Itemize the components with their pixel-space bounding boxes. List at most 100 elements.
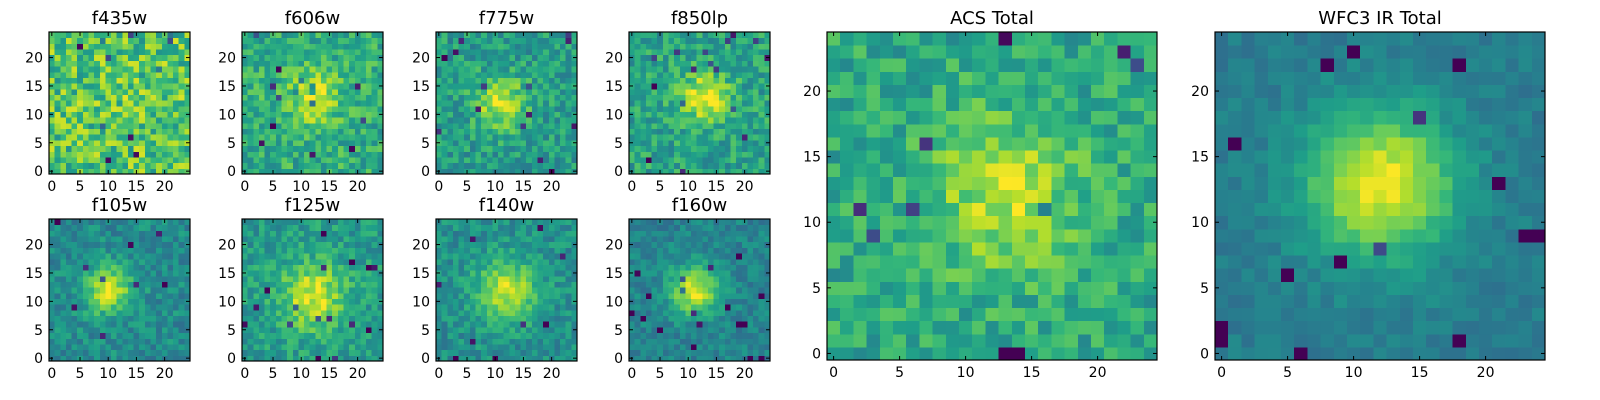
heatmap-cell <box>674 94 681 101</box>
heatmap-cell <box>65 37 73 44</box>
heatmap-cell <box>122 100 129 107</box>
heatmap-cell <box>736 32 743 39</box>
heatmap-cell <box>122 230 129 237</box>
heatmap-cell <box>150 287 157 294</box>
heatmap-cell <box>343 332 350 339</box>
heatmap-cell <box>657 49 664 56</box>
heatmap-cell <box>94 287 101 294</box>
heatmap-cell <box>139 355 146 362</box>
heatmap-cell <box>161 54 168 61</box>
heatmap-cell <box>571 162 578 169</box>
heatmap-cell <box>503 94 510 101</box>
heatmap-cell <box>724 77 732 84</box>
heatmap-cell <box>94 105 101 113</box>
heatmap-cell <box>122 77 129 84</box>
heatmap-cell <box>447 162 454 169</box>
heatmap-cell <box>354 258 361 265</box>
heatmap-cell <box>270 156 277 164</box>
heatmap-cell <box>702 332 709 339</box>
heatmap-cell <box>764 145 771 152</box>
heatmap-cell <box>71 49 78 56</box>
heatmap-cell <box>741 349 748 356</box>
heatmap-cell <box>173 355 180 362</box>
heatmap-cell <box>486 122 493 130</box>
heatmap-cell <box>127 37 135 44</box>
heatmap-cell <box>691 128 698 135</box>
heatmap-cell <box>77 287 84 294</box>
heatmap-cell <box>469 298 476 305</box>
heatmap-cell <box>696 100 703 107</box>
heatmap-cell <box>436 66 443 73</box>
heatmap-cell <box>526 111 533 118</box>
heatmap-cell <box>503 151 510 158</box>
heatmap-cell <box>764 43 771 50</box>
heatmap-cell <box>292 32 299 39</box>
heatmap-cell <box>111 37 118 44</box>
heatmap-cell <box>167 151 174 158</box>
heatmap-cell <box>366 332 373 339</box>
heatmap-cell <box>560 253 567 260</box>
heatmap-cell <box>337 253 345 260</box>
heatmap-cell <box>349 128 356 135</box>
heatmap-cell <box>514 247 522 254</box>
heatmap-cell <box>105 134 112 141</box>
heatmap-cell <box>304 298 311 305</box>
heatmap-cell <box>730 117 737 124</box>
heatmap-cell <box>54 134 61 141</box>
heatmap-cell <box>436 122 443 130</box>
heatmap-cell <box>571 224 578 231</box>
heatmap-cell <box>730 355 737 362</box>
heatmap-cell <box>464 304 471 311</box>
heatmap-cell <box>320 253 328 260</box>
heatmap-cell <box>178 219 185 226</box>
y-tick-label: 15 <box>218 266 236 282</box>
heatmap-cell <box>258 37 266 44</box>
heatmap-cell <box>65 122 73 130</box>
heatmap-cell <box>111 71 118 78</box>
heatmap-cell <box>247 43 254 50</box>
heatmap-cell <box>304 236 311 243</box>
heatmap-cell <box>679 32 686 39</box>
heatmap-cell <box>724 37 732 44</box>
heatmap-cell <box>475 105 482 113</box>
heatmap-cell <box>758 32 765 39</box>
heatmap-cell <box>360 298 367 305</box>
heatmap-cell <box>634 88 641 95</box>
heatmap-cell <box>526 100 533 107</box>
heatmap-cell <box>264 258 271 265</box>
heatmap-cell <box>537 332 544 339</box>
heatmap-cell <box>354 304 361 311</box>
heatmap-cell <box>707 145 715 152</box>
heatmap-cell <box>730 332 737 339</box>
heatmap-cell <box>161 94 168 101</box>
heatmap-cell <box>548 241 555 248</box>
heatmap-cell <box>565 275 572 282</box>
heatmap-cell <box>354 43 361 50</box>
heatmap-cell <box>758 287 765 294</box>
heatmap-cell <box>691 71 698 78</box>
heatmap-cell <box>464 338 471 345</box>
heatmap-cell <box>531 230 539 237</box>
heatmap-cell <box>481 100 488 107</box>
heatmap-cell <box>371 117 378 124</box>
heatmap-cell <box>139 134 146 141</box>
heatmap-cell <box>441 32 448 39</box>
heatmap-cell <box>685 151 692 158</box>
heatmap-cell <box>371 321 378 328</box>
heatmap-cell <box>309 43 316 50</box>
heatmap-cell <box>498 49 505 56</box>
heatmap-cell <box>173 264 180 271</box>
heatmap-cell <box>741 145 748 152</box>
x-tick-label: 20 <box>156 366 174 382</box>
heatmap-cell <box>464 49 471 56</box>
heatmap-cell <box>167 111 174 118</box>
heatmap-cell <box>77 134 84 141</box>
heatmap-cell <box>764 66 771 73</box>
heatmap-cell <box>292 100 299 107</box>
heatmap-cell <box>326 298 333 305</box>
heatmap-cell <box>354 241 361 248</box>
heatmap-cell <box>651 32 658 39</box>
heatmap-cell <box>662 309 669 317</box>
heatmap-cell <box>724 54 732 61</box>
heatmap-cell <box>674 321 681 328</box>
